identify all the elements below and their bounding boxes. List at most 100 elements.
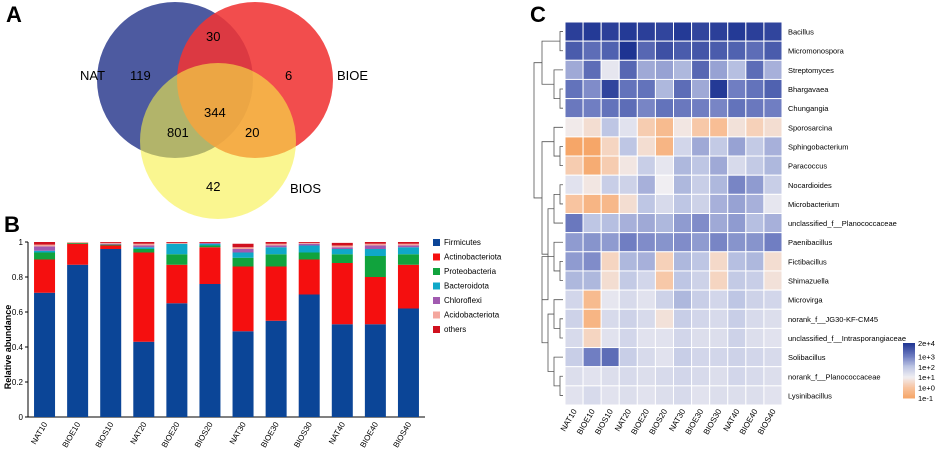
heatmap-cell (564, 193, 584, 215)
heatmap-cell (763, 308, 783, 329)
colorbar-segment (903, 345, 915, 348)
heatmap-cell (691, 347, 711, 368)
heatmap-cell (691, 98, 711, 119)
heatmap-cell (654, 174, 674, 195)
heatmap-cell (727, 98, 747, 119)
heatmap-cell (582, 251, 602, 272)
heatmap-cell (673, 193, 693, 215)
heatmap-cell (745, 117, 765, 138)
y-axis-label: Relative abundance (3, 305, 13, 390)
heatmap-cell (618, 59, 638, 80)
heatmap-cell (709, 251, 729, 272)
heatmap-cell (654, 289, 674, 310)
heatmap-cell (564, 366, 584, 387)
bar-segment (133, 247, 155, 249)
bar-segment (232, 257, 254, 267)
bar-segment (364, 249, 386, 256)
heatmap-cell (600, 213, 620, 234)
venn-count-nat-bioe: 30 (206, 29, 220, 44)
heatmap-cell (618, 78, 638, 100)
heatmap-cell (691, 136, 711, 157)
y-tick-label: 0.2 (12, 378, 24, 387)
dendrogram-branch (559, 375, 563, 396)
dendrogram-branch (559, 31, 563, 52)
legend-swatch (433, 297, 440, 304)
heatmap-cell (582, 289, 602, 310)
heatmap-cell (745, 289, 765, 310)
heatmap-cell (763, 232, 783, 253)
heatmap-cell (673, 308, 693, 329)
heatmap-cell (763, 270, 783, 291)
heatmap-row-label: norank_f__Planococcaceae (788, 372, 881, 381)
row-dendrogram (533, 31, 563, 396)
x-tick-label: BIOE20 (160, 420, 182, 449)
bar-segment (166, 303, 188, 417)
heatmap-cell (763, 21, 783, 42)
dendrogram-branch (553, 241, 563, 272)
legend-label: others (444, 325, 466, 334)
heatmap-row-label: Paracoccus (788, 162, 827, 171)
bar-segment (265, 243, 287, 246)
heatmap-cell (745, 136, 765, 157)
dendrogram-branch (559, 146, 563, 167)
heatmap-cell (709, 136, 729, 157)
x-tick-label: NAT30 (228, 420, 248, 446)
heatmap-cell (673, 327, 693, 349)
bar-segment (199, 284, 221, 417)
heatmap-row-label: Chungangia (788, 104, 829, 113)
heatmap-cell (673, 270, 693, 291)
heatmap-cell (618, 117, 638, 138)
heatmap-cell (600, 40, 620, 61)
heatmap-cell (745, 385, 765, 406)
colorbar-segment (903, 349, 915, 352)
bar-segment (34, 259, 56, 293)
heatmap-cell (691, 385, 711, 406)
heatmap-row-label: Lysinibacillus (788, 391, 832, 400)
colorbar-label: 1e+1 (918, 373, 935, 382)
bar-segment (232, 252, 254, 258)
bar-segment (232, 249, 254, 253)
colorbar-segment (903, 371, 915, 374)
heatmap-cell (600, 174, 620, 195)
y-tick-label: 0.8 (12, 273, 24, 282)
heatmap-cell (600, 98, 620, 119)
colorbar-label: 1e+3 (918, 352, 935, 361)
heatmap-cell (654, 366, 674, 387)
heatmap-cell (763, 40, 783, 61)
colorbar-segment (903, 381, 915, 384)
heatmap-cell (636, 289, 656, 310)
bar-segment (67, 243, 89, 265)
heatmap-cell (636, 366, 656, 387)
legend-swatch (433, 253, 440, 261)
colorbar-segment (903, 382, 915, 385)
y-tick-label: 0 (19, 413, 24, 422)
heatmap-cell (654, 40, 674, 61)
heatmap-cell (582, 174, 602, 195)
heatmap-cell (564, 289, 584, 310)
heatmap-cell (763, 136, 783, 157)
colorbar-segment (903, 354, 915, 356)
bar-segment (364, 245, 386, 249)
bar-segment (199, 243, 221, 246)
heatmap-cell (745, 327, 765, 349)
colorbar-segment (903, 388, 915, 391)
heatmap-cell (763, 98, 783, 119)
heatmap-cell (636, 308, 656, 329)
heatmap-cell (763, 366, 783, 387)
x-tick-label: NAT40 (327, 420, 347, 446)
heatmap-cell (600, 289, 620, 310)
heatmap-cell (636, 174, 656, 195)
heatmap-cell (763, 251, 783, 272)
heatmap-cell (745, 347, 765, 368)
bar-segment (298, 242, 320, 243)
heatmap-cell (691, 117, 711, 138)
bar-segment (232, 243, 254, 248)
heatmap-cell (654, 78, 674, 100)
heatmap-cell (691, 40, 711, 61)
bar-segment (133, 341, 155, 417)
bar-segment (298, 242, 320, 244)
bar-segment (34, 250, 56, 253)
heatmap-cell (582, 347, 602, 368)
heatmap-cell (727, 21, 747, 42)
heatmap-cell (673, 59, 693, 80)
